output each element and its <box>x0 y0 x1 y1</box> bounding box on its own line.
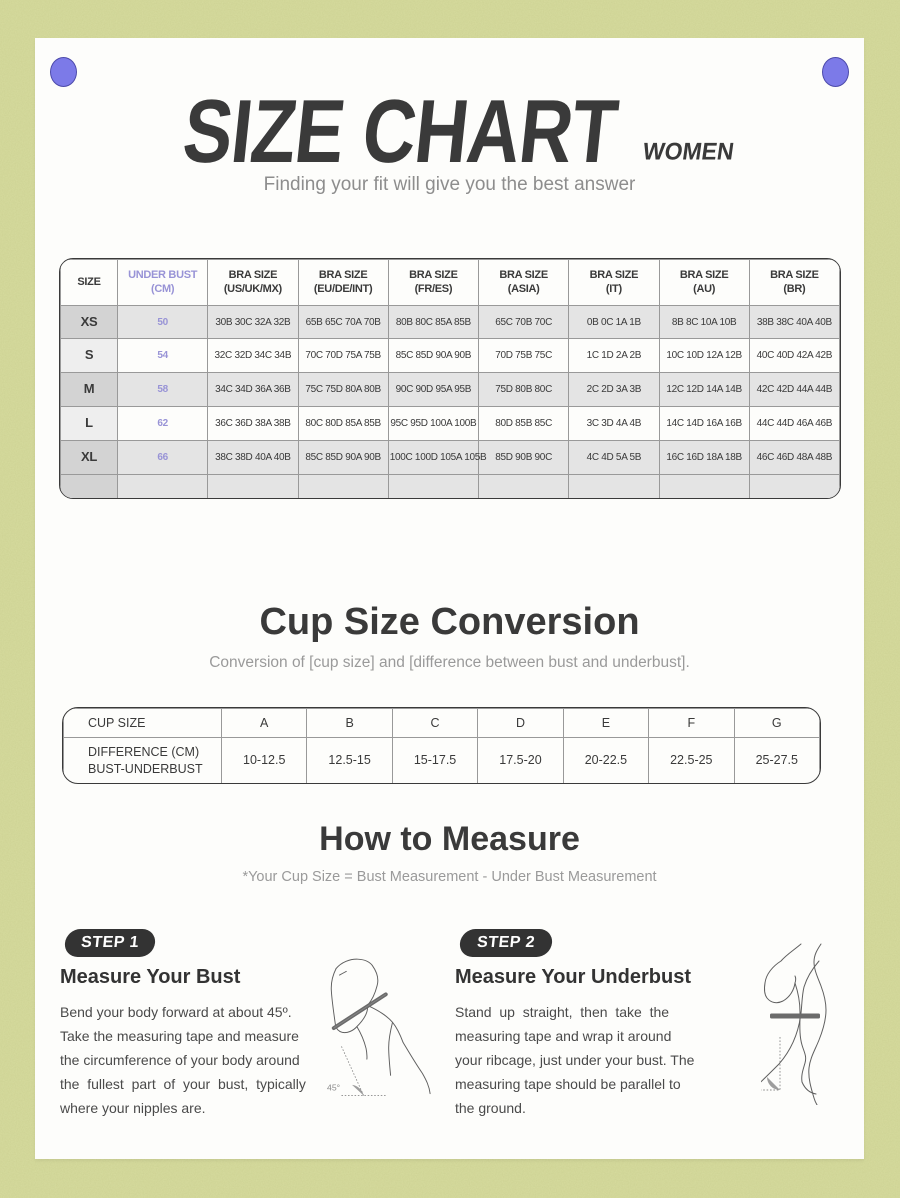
svg-text:45°: 45° <box>327 1083 340 1093</box>
